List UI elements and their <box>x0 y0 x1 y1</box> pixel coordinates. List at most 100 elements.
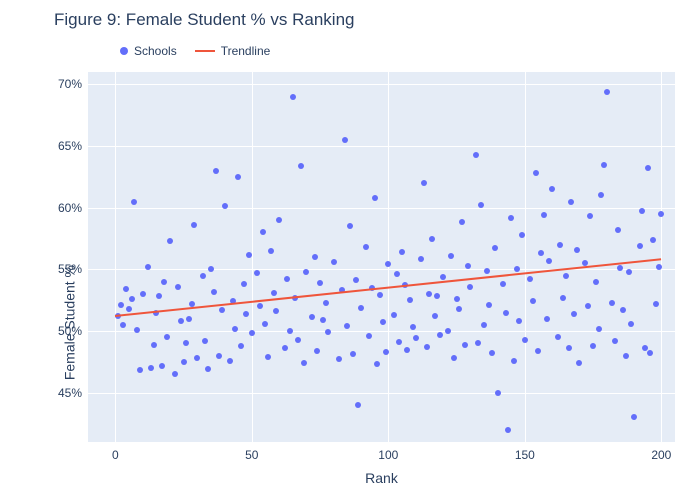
scatter-point[interactable] <box>355 402 361 408</box>
scatter-point[interactable] <box>159 363 165 369</box>
scatter-point[interactable] <box>282 345 288 351</box>
scatter-point[interactable] <box>418 256 424 262</box>
scatter-point[interactable] <box>145 264 151 270</box>
scatter-point[interactable] <box>631 414 637 420</box>
scatter-point[interactable] <box>626 269 632 275</box>
scatter-point[interactable] <box>628 321 634 327</box>
scatter-point[interactable] <box>323 300 329 306</box>
scatter-point[interactable] <box>344 323 350 329</box>
scatter-point[interactable] <box>617 265 623 271</box>
scatter-point[interactable] <box>421 180 427 186</box>
scatter-point[interactable] <box>254 270 260 276</box>
scatter-point[interactable] <box>276 217 282 223</box>
scatter-point[interactable] <box>131 199 137 205</box>
scatter-point[interactable] <box>596 326 602 332</box>
scatter-point[interactable] <box>566 345 572 351</box>
scatter-point[interactable] <box>465 263 471 269</box>
scatter-point[interactable] <box>544 316 550 322</box>
scatter-point[interactable] <box>314 348 320 354</box>
scatter-point[interactable] <box>183 340 189 346</box>
scatter-point[interactable] <box>486 302 492 308</box>
scatter-point[interactable] <box>336 356 342 362</box>
scatter-point[interactable] <box>181 359 187 365</box>
scatter-point[interactable] <box>134 327 140 333</box>
scatter-point[interactable] <box>178 318 184 324</box>
scatter-point[interactable] <box>612 338 618 344</box>
scatter-point[interactable] <box>208 266 214 272</box>
scatter-point[interactable] <box>235 174 241 180</box>
scatter-point[interactable] <box>273 308 279 314</box>
scatter-point[interactable] <box>350 351 356 357</box>
scatter-point[interactable] <box>432 313 438 319</box>
scatter-point[interactable] <box>211 289 217 295</box>
scatter-point[interactable] <box>535 348 541 354</box>
scatter-point[interactable] <box>358 305 364 311</box>
scatter-point[interactable] <box>519 232 525 238</box>
scatter-point[interactable] <box>200 273 206 279</box>
scatter-point[interactable] <box>290 94 296 100</box>
scatter-point[interactable] <box>658 211 664 217</box>
scatter-point[interactable] <box>489 350 495 356</box>
scatter-point[interactable] <box>598 192 604 198</box>
scatter-point[interactable] <box>585 303 591 309</box>
scatter-point[interactable] <box>140 291 146 297</box>
scatter-point[interactable] <box>161 279 167 285</box>
scatter-point[interactable] <box>516 318 522 324</box>
scatter-point[interactable] <box>243 311 249 317</box>
scatter-point[interactable] <box>492 245 498 251</box>
scatter-point[interactable] <box>118 302 124 308</box>
scatter-point[interactable] <box>609 300 615 306</box>
scatter-point[interactable] <box>549 186 555 192</box>
scatter-point[interactable] <box>440 274 446 280</box>
scatter-point[interactable] <box>391 312 397 318</box>
legend-item[interactable]: Trendline <box>195 44 271 58</box>
scatter-point[interactable] <box>271 290 277 296</box>
scatter-point[interactable] <box>380 319 386 325</box>
scatter-point[interactable] <box>448 253 454 259</box>
scatter-point[interactable] <box>462 342 468 348</box>
scatter-point[interactable] <box>129 296 135 302</box>
scatter-point[interactable] <box>205 366 211 372</box>
scatter-point[interactable] <box>645 165 651 171</box>
scatter-point[interactable] <box>374 361 380 367</box>
scatter-point[interactable] <box>407 297 413 303</box>
scatter-point[interactable] <box>505 427 511 433</box>
scatter-point[interactable] <box>287 328 293 334</box>
scatter-point[interactable] <box>445 328 451 334</box>
scatter-point[interactable] <box>156 293 162 299</box>
scatter-point[interactable] <box>522 337 528 343</box>
scatter-point[interactable] <box>377 292 383 298</box>
scatter-point[interactable] <box>500 281 506 287</box>
scatter-point[interactable] <box>320 317 326 323</box>
scatter-point[interactable] <box>232 326 238 332</box>
scatter-point[interactable] <box>424 344 430 350</box>
scatter-point[interactable] <box>511 358 517 364</box>
scatter-point[interactable] <box>312 254 318 260</box>
scatter-point[interactable] <box>604 89 610 95</box>
scatter-point[interactable] <box>309 314 315 320</box>
scatter-point[interactable] <box>227 358 233 364</box>
scatter-point[interactable] <box>429 236 435 242</box>
scatter-point[interactable] <box>451 355 457 361</box>
scatter-point[interactable] <box>533 170 539 176</box>
scatter-point[interactable] <box>620 307 626 313</box>
scatter-point[interactable] <box>456 306 462 312</box>
scatter-point[interactable] <box>653 301 659 307</box>
scatter-point[interactable] <box>404 347 410 353</box>
scatter-point[interactable] <box>219 307 225 313</box>
scatter-point[interactable] <box>475 340 481 346</box>
scatter-point[interactable] <box>478 202 484 208</box>
scatter-point[interactable] <box>473 152 479 158</box>
scatter-point[interactable] <box>590 343 596 349</box>
scatter-point[interactable] <box>396 339 402 345</box>
scatter-point[interactable] <box>576 360 582 366</box>
scatter-point[interactable] <box>410 324 416 330</box>
scatter-point[interactable] <box>123 286 129 292</box>
scatter-point[interactable] <box>295 337 301 343</box>
scatter-point[interactable] <box>541 212 547 218</box>
scatter-point[interactable] <box>434 293 440 299</box>
scatter-point[interactable] <box>394 271 400 277</box>
scatter-point[interactable] <box>413 335 419 341</box>
scatter-point[interactable] <box>238 343 244 349</box>
scatter-point[interactable] <box>385 261 391 267</box>
